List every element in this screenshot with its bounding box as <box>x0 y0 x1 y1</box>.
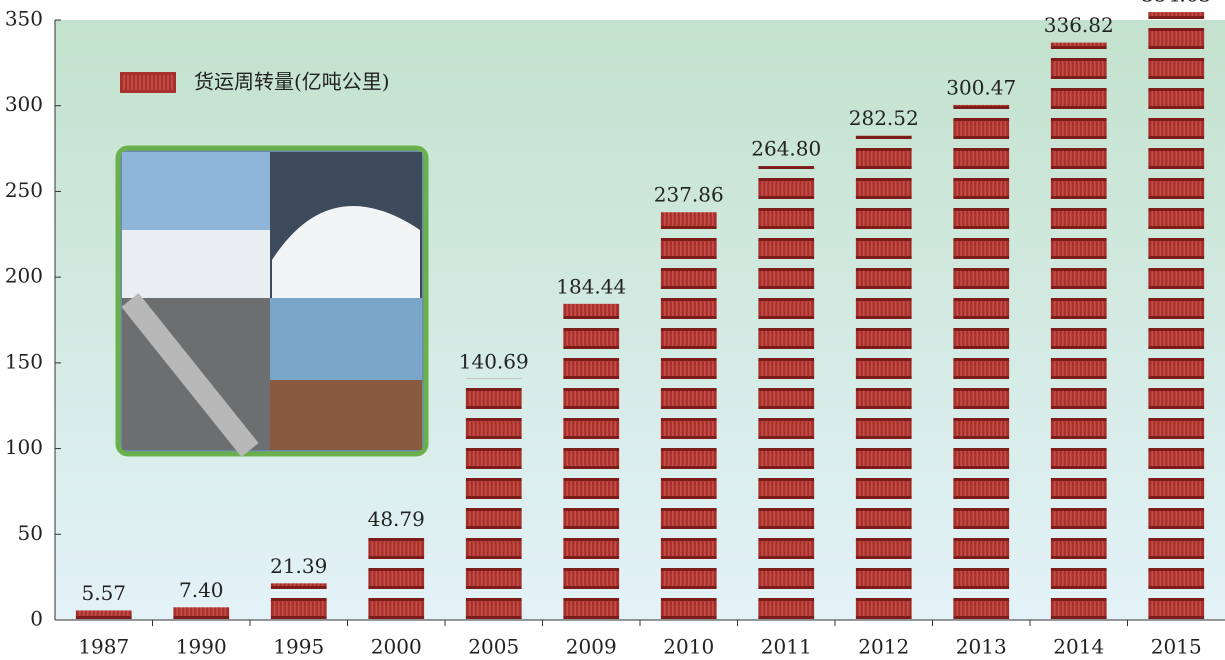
value-label: 48.79 <box>368 507 425 531</box>
x-tick-label: 2005 <box>468 635 519 659</box>
bar <box>368 536 425 620</box>
bar <box>270 583 327 620</box>
bar <box>660 212 717 621</box>
bar <box>953 104 1010 620</box>
value-label: 184.44 <box>556 274 626 298</box>
bar <box>173 607 230 620</box>
x-tick-label: 2009 <box>566 635 617 659</box>
y-tick-label: 300 <box>5 92 43 116</box>
x-tick-label: 1990 <box>176 635 227 659</box>
bar <box>563 303 620 620</box>
x-tick-label: 1987 <box>78 635 129 659</box>
y-tick-label: 100 <box>5 435 43 459</box>
x-tick-label: 2015 <box>1151 635 1202 659</box>
y-tick-label: 200 <box>5 264 43 288</box>
value-label: 336.82 <box>1044 13 1114 37</box>
y-tick-label: 350 <box>5 7 43 31</box>
photo-collage <box>115 145 429 457</box>
y-tick-label: 250 <box>5 178 43 202</box>
y-tick-label: 150 <box>5 349 43 373</box>
x-tick-label: 2011 <box>761 635 812 659</box>
x-tick-label: 2012 <box>858 635 909 659</box>
x-tick-label: 2000 <box>371 635 422 659</box>
bar <box>1050 42 1107 620</box>
value-label: 7.40 <box>179 578 224 602</box>
bar <box>75 610 132 620</box>
value-label: 354.63 <box>1141 0 1211 7</box>
bar <box>1148 12 1205 620</box>
value-label: 5.57 <box>81 581 126 605</box>
value-label: 282.52 <box>849 106 919 130</box>
y-tick-label: 0 <box>30 607 43 631</box>
x-tick-label: 1995 <box>273 635 324 659</box>
value-label: 140.69 <box>459 349 529 373</box>
x-tick-label: 2010 <box>663 635 714 659</box>
legend-label: 货运周转量(亿吨公里) <box>194 70 390 94</box>
bar <box>855 135 912 620</box>
x-tick-label: 2014 <box>1053 635 1104 659</box>
x-tick-label: 2013 <box>956 635 1007 659</box>
legend-swatch <box>120 72 176 93</box>
y-tick-label: 50 <box>18 521 43 545</box>
value-label: 300.47 <box>946 75 1016 99</box>
bar <box>758 166 815 621</box>
value-label: 264.80 <box>751 137 821 161</box>
value-label: 21.39 <box>270 554 327 578</box>
value-label: 237.86 <box>654 183 724 207</box>
bar <box>465 378 522 620</box>
